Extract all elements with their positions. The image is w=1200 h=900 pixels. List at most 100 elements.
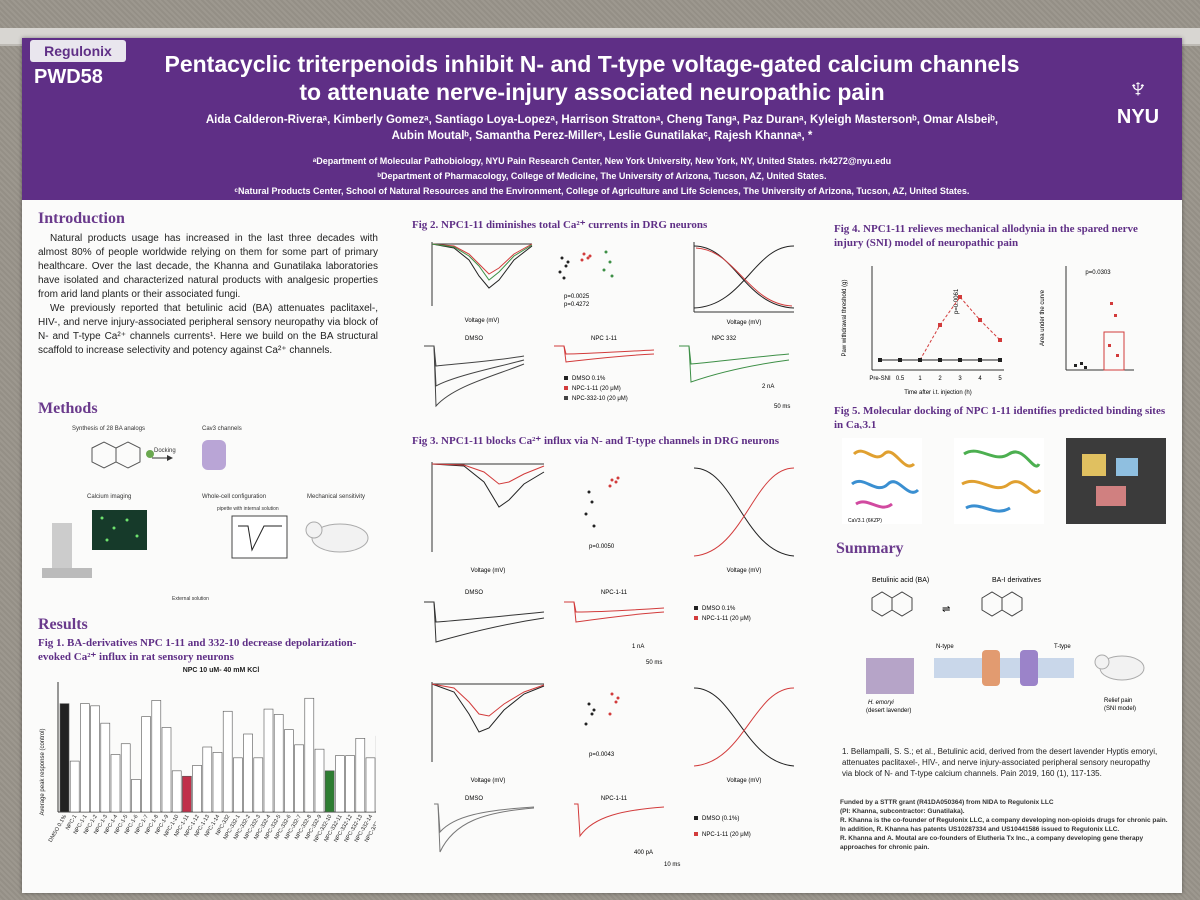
fig3-title: Fig 3. NPC1-11 blocks Ca²⁺ influx via N-… bbox=[412, 435, 780, 447]
torch-icon: ♆ bbox=[1126, 72, 1150, 105]
funding-line-1: Funded by a STTR grant (R41DA050364) fro… bbox=[840, 799, 1054, 806]
fig3-xlabel-2: Voltage (mV) bbox=[727, 568, 762, 574]
fig4-auc-bar bbox=[1103, 331, 1125, 371]
affiliation-c: ᶜNatural Products Center, School of Natu… bbox=[234, 186, 970, 196]
protein-structure-1: CaV3.1 (6KZP) bbox=[842, 438, 922, 524]
fig1-bar bbox=[345, 755, 355, 813]
fig3-scale1-x: 50 ms bbox=[646, 660, 662, 666]
fig1-bar bbox=[100, 722, 111, 813]
fig1-bar bbox=[284, 729, 294, 813]
fig2-scale-x: 50 ms bbox=[774, 404, 790, 410]
authors-line-2: Aubin Moutalᵇ, Samantha Perez-Millerᵃ, L… bbox=[391, 130, 813, 142]
imaging-monitor bbox=[92, 510, 147, 550]
recording-monitor bbox=[231, 515, 288, 559]
ntype-channel-icon bbox=[982, 650, 1000, 686]
fig4-xlabel: Time after i.t. injection (h) bbox=[904, 390, 971, 396]
fig1-chart: NPC 10 uM- 40 mM KCl Average peak respon… bbox=[40, 667, 376, 843]
fig4-tick-label: 5 bbox=[998, 376, 1002, 382]
fig1-bar bbox=[202, 746, 213, 813]
equilibrium-icon: ⇌ bbox=[942, 604, 950, 615]
fig4-ylabel-2: Area under the curve bbox=[1040, 289, 1046, 346]
fig2-scale-y: 2 nA bbox=[762, 384, 774, 390]
funding-line-4: In addition, R. Khanna has patents US102… bbox=[840, 826, 1120, 833]
fig4-point bbox=[878, 358, 882, 362]
fig1-bar bbox=[233, 757, 243, 813]
fig5-title: Fig 5. Molecular docking of NPC 1-11 ide… bbox=[834, 405, 1166, 431]
fig2-scatter: p=0.0025 p=0.4272 bbox=[558, 250, 614, 308]
fig1-bar bbox=[90, 705, 100, 813]
fig5-label-1: CaV3.1 (6KZP) bbox=[848, 518, 882, 524]
fig1-bar bbox=[263, 708, 274, 813]
summary-diagram: Betulinic acid (BA) BA-I derivatives ⇌ N… bbox=[866, 577, 1145, 714]
fig5-docking: CaV3.1 (6KZP) bbox=[842, 438, 1166, 524]
molecule-icon bbox=[91, 441, 154, 469]
fig1-bar bbox=[182, 775, 192, 813]
poster-code: PWD58 bbox=[34, 66, 103, 88]
rat-icon-summary bbox=[1094, 654, 1145, 681]
funding-line-5: R. Khanna and A. Moutal are co-founders … bbox=[840, 835, 1144, 842]
funding-line-3: R. Khanna is the co-founder of Regulonix… bbox=[840, 817, 1168, 824]
fig3-trace-label-4: NPC-1-11 bbox=[601, 796, 628, 802]
fig1-bar bbox=[80, 703, 90, 813]
fig4-point bbox=[938, 358, 942, 362]
poster: Regulonix PWD58 Pentacyclic triterpenoid… bbox=[22, 38, 1182, 893]
methods-step-imaging: Calcium imaging bbox=[87, 494, 131, 500]
fig1-bar bbox=[314, 748, 325, 813]
fig3-scale2-x: 10 ms bbox=[664, 862, 680, 868]
fig3-xlabel-1: Voltage (mV) bbox=[471, 568, 506, 574]
fig4-pvalue-2: p=0.0303 bbox=[1085, 270, 1111, 276]
fig3-ntype-scatter: p=0.0050 bbox=[584, 476, 620, 550]
fig4-tick-label: 3 bbox=[958, 376, 962, 382]
fig2-title: Fig 2. NPC1-11 diminishes total Ca²⁺ cur… bbox=[412, 219, 708, 231]
fig3-legend-3: DMSO (0.1%) bbox=[702, 816, 739, 822]
fig1-bar bbox=[304, 697, 315, 813]
fig1-subtitle: NPC 10 uM- 40 mM KCl bbox=[183, 667, 260, 674]
fig1-bar bbox=[355, 738, 366, 813]
fig2-traces: DMSO NPC 1-11 NPC 332 DMSO 0.1% NPC-1-11… bbox=[424, 336, 790, 410]
fig3-xlabel-4: Voltage (mV) bbox=[727, 778, 762, 784]
fig1-bar bbox=[273, 714, 284, 813]
fig3-legend-4: NPC-1-11 (20 μM) bbox=[702, 832, 751, 838]
fig1-bar bbox=[69, 760, 80, 813]
title-line-1: Pentacyclic triterpenoids inhibit N- and… bbox=[164, 51, 1020, 77]
fig3-ntype-iv: Voltage (mV) bbox=[431, 462, 545, 574]
fig3-ttype-activation: Voltage (mV) bbox=[693, 687, 795, 784]
affiliation-a: ᵃDepartment of Molecular Pathobiology, N… bbox=[312, 156, 892, 166]
fig4-series-line bbox=[880, 296, 1001, 361]
fig3-scale2-y: 400 pA bbox=[634, 850, 653, 856]
fig1-bar bbox=[222, 710, 233, 813]
summary-plant: H. emoryi bbox=[868, 700, 894, 706]
fig4-title: Fig 4. NPC1-11 relieves mechanical allod… bbox=[834, 223, 1138, 249]
fig4-tick-label: 1 bbox=[918, 376, 922, 382]
fig2-trace-label-3: NPC 332 bbox=[712, 336, 737, 342]
fig2-iv-plot: Voltage (mV) bbox=[431, 242, 533, 324]
fig1-bar bbox=[212, 752, 223, 813]
results-heading: Results bbox=[38, 616, 88, 633]
methods-step-mechanical: Mechanical sensitivity bbox=[307, 494, 365, 500]
fig3-ntype-activation: Voltage (mV) bbox=[693, 467, 795, 574]
fig3-trace-label-1: DMSO bbox=[465, 590, 483, 596]
fig3-trace-label-2: NPC-1-11 bbox=[601, 590, 628, 596]
fig2-legend-1: DMSO 0.1% bbox=[572, 376, 606, 382]
fig4-point bbox=[898, 358, 902, 362]
fig4-tick-label: 2 bbox=[938, 376, 942, 382]
fig1-bar bbox=[324, 770, 335, 813]
fig2-legend-3: NPC-332-10 (20 μM) bbox=[572, 396, 628, 402]
ttype-channel-icon bbox=[1020, 650, 1038, 686]
fig3-ntype-traces: DMSO NPC-1-11 DMSO 0.1% NPC-1-11 (20 μM)… bbox=[424, 590, 751, 666]
desert-lavender-photo bbox=[866, 658, 914, 694]
fig1-bar bbox=[365, 757, 376, 813]
fig1-bar bbox=[171, 770, 182, 813]
pipette-label: pipette with internal solution bbox=[217, 506, 279, 512]
microscope-icon bbox=[42, 523, 92, 578]
protein-structure-2 bbox=[954, 438, 1044, 524]
bai-molecule-icon bbox=[981, 591, 1023, 617]
summary-ntype: N-type bbox=[936, 644, 954, 650]
poster-header: Regulonix PWD58 Pentacyclic triterpenoid… bbox=[22, 38, 1182, 200]
fig2-xlabel-1: Voltage (mV) bbox=[465, 318, 500, 324]
fig3-trace-label-3: DMSO bbox=[465, 796, 483, 802]
fig4-point bbox=[978, 358, 982, 362]
fig2-legend-2: NPC-1-11 (20 μM) bbox=[572, 386, 621, 392]
fig1-bar bbox=[131, 779, 141, 813]
fig3-pvalue-1: p=0.0050 bbox=[589, 544, 615, 550]
